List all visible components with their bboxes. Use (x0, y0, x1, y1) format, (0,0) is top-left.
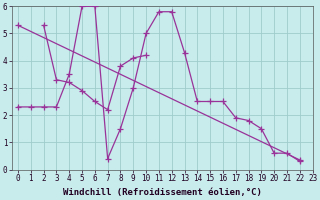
X-axis label: Windchill (Refroidissement éolien,°C): Windchill (Refroidissement éolien,°C) (63, 188, 261, 197)
